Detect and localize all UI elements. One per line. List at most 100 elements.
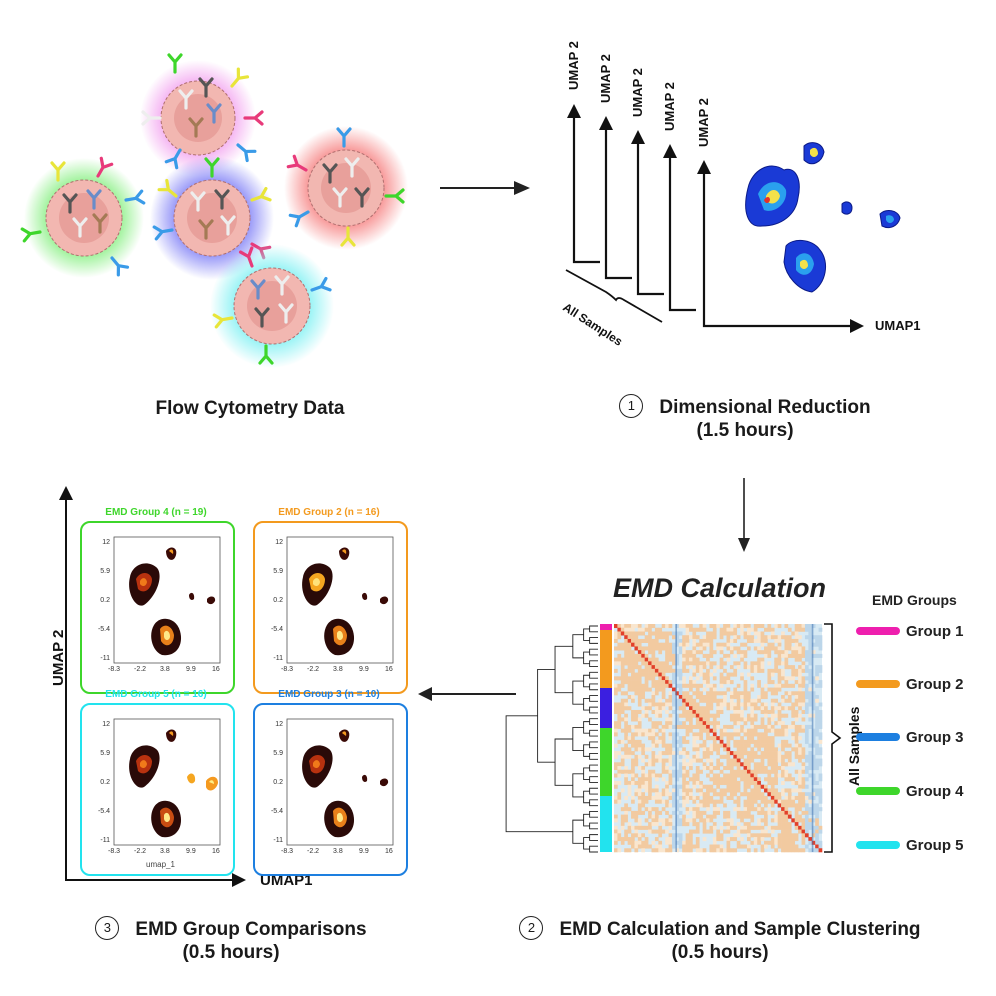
heatmap-cell	[678, 844, 683, 849]
heatmap-cell	[634, 747, 639, 752]
heatmap-cell	[784, 788, 789, 793]
heatmap-cell	[682, 736, 686, 741]
heatmap-cell	[641, 792, 645, 797]
heatmap-cell	[801, 810, 806, 815]
heatmap-cell	[668, 814, 673, 819]
heatmap-cell	[695, 695, 700, 700]
heatmap-cell	[784, 698, 789, 703]
heatmap-cell	[624, 777, 628, 782]
heatmap-cell	[627, 624, 632, 629]
heatmap-cell	[671, 773, 676, 778]
heatmap-cell	[644, 799, 649, 804]
heatmap-cell	[620, 683, 625, 688]
heatmap-cell	[617, 792, 622, 797]
heatmap-cell	[811, 680, 816, 685]
heatmap-cell	[631, 676, 635, 681]
heatmap-cell	[614, 668, 618, 673]
heatmap-cell	[682, 724, 686, 729]
heatmap-cell	[631, 624, 635, 629]
heatmap-cell	[760, 687, 765, 692]
heatmap-cell	[719, 799, 724, 804]
heatmap-cell	[764, 706, 768, 711]
heatmap-cell	[729, 672, 734, 677]
heatmap-cell	[743, 650, 748, 655]
heatmap-cell	[767, 840, 772, 845]
heatmap-cell	[733, 807, 738, 812]
heatmap-cell	[729, 646, 734, 651]
heatmap-cell	[770, 795, 775, 800]
heatmap-cell	[746, 807, 751, 812]
heatmap-cell	[794, 653, 799, 658]
heatmap-cell	[798, 814, 802, 819]
heatmap-cell	[794, 769, 799, 774]
heatmap-cell	[637, 743, 642, 748]
density-cluster	[339, 729, 350, 742]
heatmap-cell	[706, 683, 710, 688]
heatmap-cell	[743, 751, 748, 756]
heatmap-cell	[736, 698, 741, 703]
heatmap-cell	[675, 739, 680, 744]
heatmap-cell	[671, 631, 676, 636]
heatmap-cell	[774, 751, 778, 756]
dendrogram-branch	[589, 834, 598, 841]
heatmap-cell	[658, 829, 663, 834]
heatmap-cell	[699, 724, 703, 729]
heatmap-cell	[678, 810, 683, 815]
heatmap-cell	[716, 762, 721, 767]
panel-xlabel-group-5: umap_1	[146, 860, 175, 869]
heatmap-cell	[808, 766, 813, 771]
heatmap-cell	[743, 706, 748, 711]
density-cluster	[140, 760, 147, 769]
heatmap-cell	[641, 758, 645, 763]
heatmap-cell	[661, 676, 666, 681]
heatmap-cell	[729, 627, 734, 632]
panel-y-tick: 0.2	[273, 779, 283, 786]
heatmap-cell	[692, 799, 697, 804]
heatmap-cell	[692, 818, 697, 823]
heatmap-cell	[798, 683, 802, 688]
heatmap-cell	[743, 691, 748, 696]
heatmap-cell	[617, 661, 622, 666]
heatmap-cell	[743, 780, 748, 786]
heatmap-cell	[740, 747, 744, 752]
heatmap-cell	[764, 814, 768, 819]
heatmap-cell	[661, 642, 666, 647]
heatmap-cell	[665, 784, 669, 789]
heatmap-cell	[736, 706, 741, 711]
heatmap-cell	[736, 661, 741, 666]
flow-caption: Flow Cytometry Data	[155, 398, 345, 419]
heatmap-cell	[634, 829, 639, 834]
heatmap-cell	[658, 739, 663, 744]
heatmap-cell	[671, 724, 676, 729]
heatmap-cell	[634, 638, 639, 643]
heatmap-cell	[689, 837, 693, 842]
heatmap-cell	[723, 743, 727, 748]
heatmap-cell	[777, 773, 782, 778]
heatmap-cell	[695, 721, 700, 726]
heatmap-cell	[637, 657, 642, 662]
heatmap-cell	[784, 739, 789, 744]
heatmap-cell	[634, 713, 639, 718]
heatmap-cell	[791, 702, 796, 707]
heatmap-cell	[671, 769, 676, 774]
heatmap-cell	[668, 762, 673, 767]
heatmap-cell	[641, 766, 645, 771]
legend-group-5: Group 5	[856, 834, 964, 856]
heatmap-cell	[726, 825, 731, 830]
heatmap-cell	[818, 773, 823, 778]
heatmap-cell	[637, 739, 642, 744]
heatmap-cell	[695, 706, 700, 711]
heatmap-cell	[620, 676, 625, 681]
heatmap-cell	[774, 848, 778, 853]
heatmap-cell	[617, 799, 622, 804]
heatmap-cell	[774, 788, 778, 793]
heatmap-cell	[620, 709, 625, 715]
heatmap-cell	[682, 721, 686, 726]
heatmap-cell	[678, 631, 683, 636]
heatmap-cell	[716, 698, 721, 703]
heatmap-cell	[682, 638, 686, 643]
heatmap-cell	[750, 635, 755, 640]
heatmap-cell	[781, 844, 785, 849]
heatmap-cell	[695, 732, 700, 737]
heatmap-cell	[637, 672, 642, 677]
